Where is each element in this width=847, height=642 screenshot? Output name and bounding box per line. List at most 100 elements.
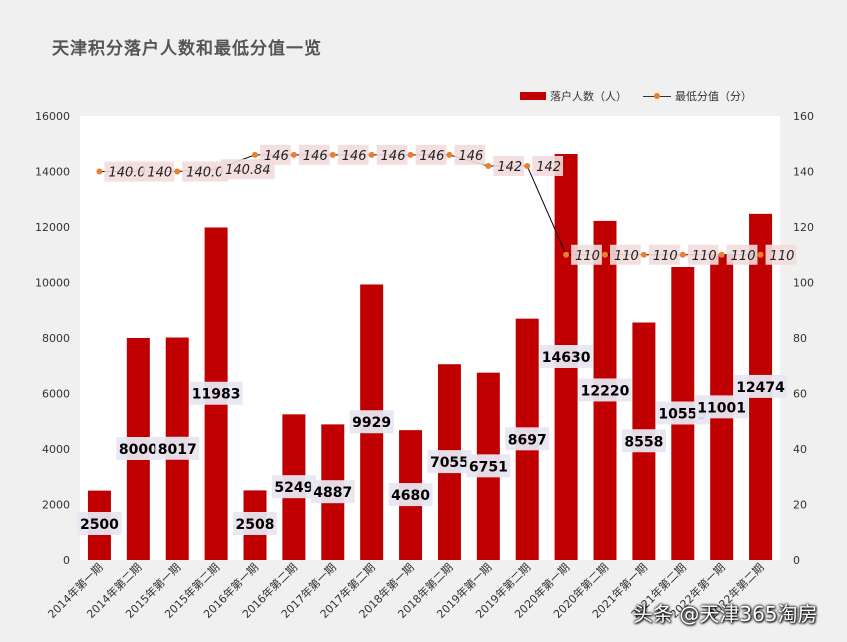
bar-label-bg [155, 436, 200, 460]
score-point [563, 251, 570, 258]
y-right-tick-label: 160 [793, 110, 814, 123]
y-left-tick-label: 14000 [35, 166, 70, 179]
bar-label-bg [734, 374, 788, 398]
score-point [407, 151, 414, 158]
bar-label-bg [578, 378, 632, 402]
bar-label-bg [466, 454, 511, 478]
legend-item-line: 最低分值（分） [643, 88, 752, 104]
score-label-bg [454, 144, 486, 165]
bar-label-bg [233, 512, 277, 535]
y-right-tick-label: 140 [793, 166, 814, 179]
legend-item-bar: 落户人数（人） [520, 88, 627, 104]
bar-data-label: 11001 [697, 400, 746, 416]
legend-line-label: 最低分值（分） [675, 90, 752, 103]
bar-data-label: 8697 [508, 432, 547, 448]
score-data-label: 140 [147, 166, 172, 181]
y-left-tick-label: 6000 [42, 388, 70, 401]
score-data-label: 146 [381, 149, 406, 164]
score-data-label: 140.0 [186, 166, 223, 181]
watermark-text: 头条 @天津365淘房 [633, 602, 818, 626]
score-point [329, 151, 336, 158]
bar-data-label: 8000 [119, 442, 158, 458]
score-data-label: 146 [303, 149, 328, 164]
y-right-tick-label: 80 [793, 332, 807, 345]
score-label-bg [571, 244, 602, 265]
bar-label-bg [539, 345, 593, 369]
chart-title: 天津积分落户人数和最低分值一览 [52, 39, 322, 59]
score-point [368, 151, 375, 158]
bar-data-label: 14630 [542, 350, 591, 366]
score-point [290, 151, 297, 158]
bar-data-label: 7055 [430, 455, 469, 471]
score-data-label: 146 [342, 149, 367, 164]
score-point [640, 251, 647, 258]
score-label-bg [765, 244, 797, 265]
score-data-label: 110 [614, 249, 639, 264]
y-left-tick-label: 8000 [42, 332, 70, 345]
bar-label-bg [505, 427, 550, 451]
legend-bar-swatch [520, 92, 546, 100]
bar-label-bg [695, 395, 749, 419]
score-label-bg [610, 244, 641, 265]
bar-data-label: 8017 [158, 442, 197, 458]
score-label-bg [726, 244, 758, 265]
score-point [446, 151, 453, 158]
score-point [757, 251, 764, 258]
y-left-tick-label: 12000 [35, 221, 70, 234]
score-point [524, 162, 531, 169]
score-label-bg [648, 244, 680, 265]
score-point [174, 168, 181, 175]
score-data-label: 110 [731, 249, 756, 264]
score-point [485, 162, 492, 169]
score-point [602, 251, 608, 258]
score-point [718, 251, 725, 258]
bar-data-label: 2500 [80, 517, 119, 533]
bar-data-label: 4680 [391, 488, 430, 504]
score-label-bg [260, 144, 291, 165]
score-data-label: 110 [692, 249, 717, 264]
y-left-tick-label: 4000 [42, 443, 70, 456]
y-right-tick-label: 100 [793, 277, 814, 290]
score-point [252, 151, 258, 158]
legend-line-swatch [643, 91, 671, 101]
bar-data-label: 6751 [469, 459, 508, 475]
score-label-bg [104, 161, 151, 182]
score-point [679, 251, 686, 258]
score-data-label: 110 [770, 249, 795, 264]
y-right-tick-label: 0 [793, 554, 800, 567]
score-data-label: 146 [420, 149, 445, 164]
score-data-label: 142 [497, 160, 522, 175]
bar-label-bg [116, 437, 161, 460]
y-left-tick-label: 10000 [35, 277, 70, 290]
score-data-label: 140.0 [108, 166, 145, 181]
score-data-label: 146 [264, 149, 289, 164]
bar-label-bg [621, 429, 666, 453]
bar-label-bg [388, 483, 433, 507]
y-right-tick-label: 60 [793, 388, 807, 401]
bar-data-label: 12220 [581, 383, 630, 399]
bar-label-bg [349, 410, 394, 434]
bar-label-bg [310, 480, 355, 504]
score-point [96, 168, 103, 175]
y-right-tick-label: 40 [793, 443, 807, 456]
bar-data-label: 4887 [313, 485, 352, 501]
score-data-label: 110 [575, 249, 600, 264]
y-right-tick-label: 20 [793, 499, 807, 512]
bar-label-bg [77, 512, 122, 535]
bar-data-label: 5249 [274, 480, 313, 496]
score-data-label: 140.84 [225, 163, 271, 178]
bar-label-bg [189, 381, 243, 405]
bar-data-label: 9929 [352, 415, 391, 431]
score-label-bg [532, 155, 564, 176]
score-label-bg [182, 161, 229, 182]
score-data-label: 142 [536, 160, 561, 175]
bar-label-bg [427, 450, 472, 474]
chart-legend: 落户人数（人） 最低分值（分） [520, 88, 752, 104]
y-right-tick-label: 120 [793, 221, 814, 234]
score-label-bg [298, 144, 330, 165]
bar-label-bg [271, 475, 316, 499]
bar-data-label: 11983 [192, 387, 241, 403]
bar-data-label: 10559 [658, 406, 707, 422]
score-label-bg [337, 144, 369, 165]
